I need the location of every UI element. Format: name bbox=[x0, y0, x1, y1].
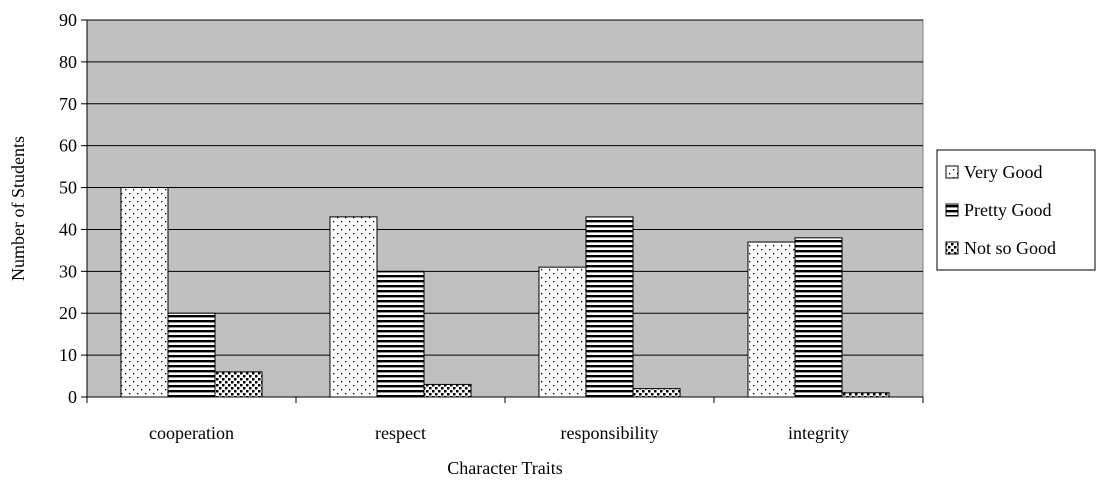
bar bbox=[214, 371, 263, 398]
bar bbox=[538, 266, 587, 398]
y-tick-label: 50 bbox=[59, 178, 77, 198]
x-tick-label: responsibility bbox=[561, 423, 659, 443]
bar bbox=[423, 383, 472, 398]
bar bbox=[329, 216, 378, 398]
x-tick-label: respect bbox=[375, 423, 426, 443]
y-tick-label: 60 bbox=[59, 136, 77, 156]
bar bbox=[747, 241, 796, 398]
y-tick-label: 70 bbox=[59, 94, 77, 114]
y-axis-label: Number of Students bbox=[8, 136, 28, 281]
y-tick-label: 0 bbox=[68, 387, 77, 407]
y-tick-label: 30 bbox=[59, 261, 77, 281]
axes bbox=[81, 19, 924, 403]
legend-swatch bbox=[945, 165, 959, 179]
y-tick-label: 40 bbox=[59, 219, 77, 239]
y-tick-labels: 0 10 20 30 40 50 60 70 80 90 bbox=[59, 10, 77, 407]
legend-label: Very Good bbox=[964, 162, 1043, 182]
y-tick-label: 80 bbox=[59, 52, 77, 72]
bar bbox=[585, 216, 634, 398]
legend-swatch bbox=[945, 203, 959, 217]
bars bbox=[120, 187, 890, 398]
x-tick-label: integrity bbox=[788, 423, 849, 443]
legend: Very Good Pretty Good Not so Good bbox=[936, 149, 1096, 271]
legend-label: Not so Good bbox=[964, 238, 1056, 258]
bar bbox=[794, 237, 843, 398]
y-tick-label: 20 bbox=[59, 303, 77, 323]
legend-box bbox=[936, 149, 1096, 271]
bar bbox=[167, 312, 216, 398]
legend-label: Pretty Good bbox=[964, 200, 1052, 220]
bar bbox=[632, 388, 681, 398]
bar bbox=[376, 270, 425, 398]
legend-swatch bbox=[945, 241, 959, 255]
x-tick-labels: cooperation respect responsibility integrit… bbox=[149, 423, 849, 443]
y-tick-label: 90 bbox=[59, 10, 77, 30]
y-tick-label: 10 bbox=[59, 345, 77, 365]
x-axis-label: Character Traits bbox=[447, 458, 562, 478]
bar bbox=[120, 187, 169, 398]
x-tick-label: cooperation bbox=[149, 423, 234, 443]
bar bbox=[841, 392, 890, 398]
